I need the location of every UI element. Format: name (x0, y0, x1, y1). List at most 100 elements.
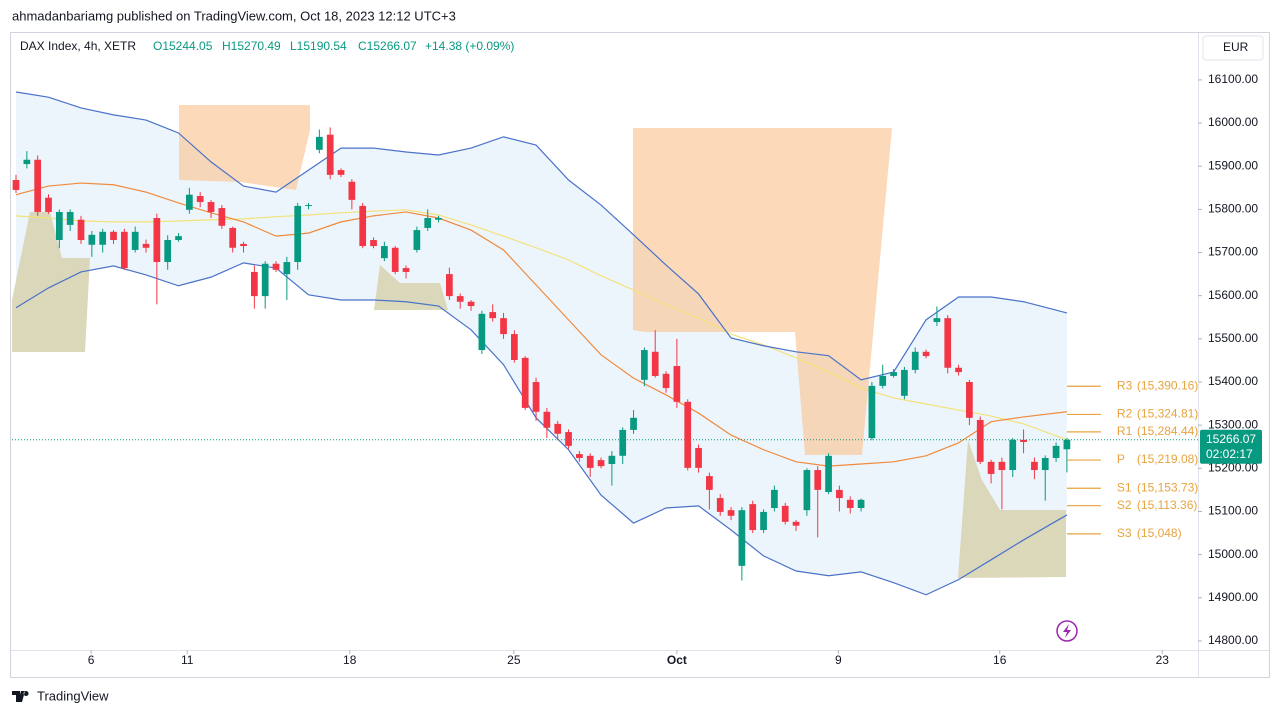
candle-body (597, 460, 605, 467)
candle-body (792, 521, 800, 526)
candle-body (695, 448, 702, 468)
candle-body (771, 489, 778, 509)
band-fill (16, 91, 1067, 595)
candle-body (402, 268, 410, 272)
candle-body (901, 369, 908, 396)
y-tick-label: 15900.00 (1208, 158, 1258, 172)
candle-body (760, 511, 767, 531)
candle-body (413, 230, 421, 250)
y-tick-label: 16000.00 (1208, 115, 1258, 129)
x-tick-label: Oct (667, 653, 687, 667)
y-tick-label: 14900.00 (1208, 590, 1258, 604)
price-tag-label: 15266.07 (1206, 432, 1256, 446)
candle-body (1041, 457, 1049, 471)
candle-body (662, 373, 670, 389)
y-tick-label: 15200.00 (1208, 460, 1258, 474)
candle-body (987, 461, 995, 474)
candle-body (142, 243, 150, 248)
logo-mark (12, 691, 29, 702)
candle-body (500, 318, 507, 335)
pivot-layer: R3 (15,390.16) R2 (15,324.81) R1 (15,284.44) P… (1066, 378, 1198, 540)
countdown: 02:02:17 (1206, 447, 1253, 461)
symbol: DAX Index, 4h, XETR (20, 39, 136, 53)
candle-body (1052, 445, 1060, 458)
ohlc-high: H15270.49 (222, 39, 281, 53)
candle-body (630, 417, 637, 430)
price-tag (1200, 429, 1262, 464)
candle-body (944, 318, 952, 368)
candle-body (316, 136, 323, 150)
candle-body (1020, 439, 1027, 442)
candle-body (749, 504, 757, 531)
demand-zone (374, 265, 448, 310)
candle-body (446, 274, 453, 297)
candle-body (435, 218, 442, 220)
candle-body (1009, 439, 1017, 471)
candle-body (153, 218, 161, 263)
demand-zone (12, 212, 90, 352)
candle-body (966, 381, 973, 418)
candle-body (294, 205, 302, 263)
pivot-value: (15,390.16) (1137, 378, 1198, 392)
event-icon[interactable] (1056, 620, 1078, 642)
demand-zone (958, 440, 1066, 578)
y-tick-label: 15700.00 (1208, 245, 1258, 259)
candle-body (998, 461, 1006, 471)
candle-body (543, 411, 551, 428)
candle-body (521, 357, 529, 408)
candle-body (77, 219, 85, 241)
candle-body (1063, 439, 1071, 450)
candle-body (922, 351, 930, 357)
candle-body (370, 240, 377, 247)
candle-body (229, 227, 237, 248)
x-tick-label: 18 (343, 653, 357, 667)
y-tick-label: 15000.00 (1208, 547, 1258, 561)
currency[interactable]: EUR (1223, 40, 1249, 54)
candle-body (240, 243, 247, 247)
candle-body (23, 159, 31, 165)
candle-body (706, 476, 713, 490)
x-tick-label: 25 (507, 653, 521, 667)
pivot-name: S2 (1117, 498, 1132, 512)
y-tick-label: 15400.00 (1208, 374, 1258, 388)
candle-body (66, 211, 74, 225)
ohlc-low: L15190.54 (290, 39, 347, 53)
pivot-name: R3 (1117, 378, 1133, 392)
candle-body (857, 499, 865, 509)
pivot-value: (15,048) (1137, 526, 1182, 540)
pivot-value: (15,153.73) (1137, 480, 1198, 494)
x-tick-label: 11 (181, 653, 194, 667)
moving-average (15, 209, 1068, 441)
candle-body (164, 240, 172, 263)
candle-body (196, 195, 204, 203)
candle-body (738, 510, 746, 566)
candle-body (651, 351, 659, 376)
candle-body (478, 313, 486, 351)
x-tick-label: 9 (835, 653, 842, 667)
candle-body (99, 231, 107, 245)
candle-body (879, 375, 887, 386)
candle-body (489, 312, 497, 319)
x-tick-label: 6 (88, 653, 95, 667)
pivot-value: (15,284.44) (1137, 424, 1198, 438)
pivot-value: (15,324.81) (1137, 407, 1198, 421)
currency-box[interactable] (1202, 35, 1264, 61)
candle-body (120, 231, 128, 269)
ohlc-open: O15244.05 (153, 39, 213, 53)
candle-body (88, 234, 96, 245)
candle-body (207, 202, 215, 212)
candle-body (511, 334, 518, 360)
x-tick-label: 23 (1156, 653, 1170, 667)
y-tick-label: 15500.00 (1208, 331, 1258, 345)
candle-body (1031, 461, 1038, 471)
pivot-name: P (1117, 452, 1125, 466)
candle-body (955, 367, 962, 373)
candle-body (359, 205, 367, 247)
footer-logo (12, 691, 29, 702)
candle-body (565, 432, 572, 446)
candle-body (532, 381, 540, 412)
candle-body (619, 429, 627, 456)
candle-body (716, 498, 724, 512)
